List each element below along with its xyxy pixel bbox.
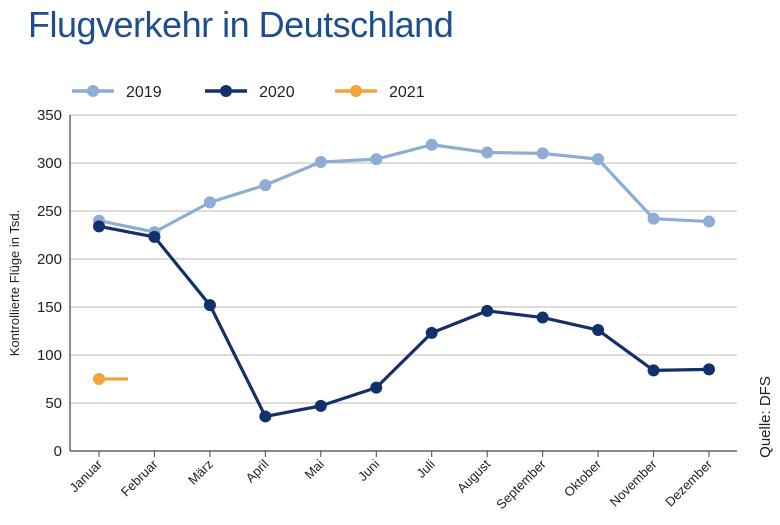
gridlines xyxy=(69,114,737,452)
data-point-2019 xyxy=(536,147,549,160)
y-tick-label: 350 xyxy=(37,107,62,124)
x-tick-label: Januar xyxy=(66,456,105,495)
x-axis-ticks: Januar Februar März April Mai Juni Juli August S… xyxy=(66,451,716,512)
y-tick-label: 200 xyxy=(37,251,62,268)
y-tick-label: 250 xyxy=(37,203,62,220)
x-tick-label: März xyxy=(185,457,216,488)
data-point-2020 xyxy=(425,326,438,339)
x-tick-label: Februar xyxy=(118,456,161,499)
series-line-2019 xyxy=(98,143,710,234)
legend-item-2021: 2021 xyxy=(335,84,425,101)
data-point-2019 xyxy=(481,146,494,159)
x-tick-label: August xyxy=(454,456,493,495)
x-tick-label: November xyxy=(607,456,660,509)
x-tick-label: Dezember xyxy=(662,456,715,509)
source-label: Quelle: DFS xyxy=(757,376,774,458)
data-point-2020 xyxy=(148,230,161,243)
x-tick-label: April xyxy=(242,456,271,485)
series-line-2020 xyxy=(98,224,710,419)
y-tick-label: 300 xyxy=(37,155,62,172)
y-tick-label: 0 xyxy=(54,443,62,460)
x-tick-label: Oktober xyxy=(561,456,605,500)
y-tick-label: 50 xyxy=(45,395,62,412)
data-point-2021 xyxy=(93,373,105,385)
data-point-2019 xyxy=(647,212,660,225)
x-tick-label: Juli xyxy=(413,456,437,480)
series-lines xyxy=(93,138,715,423)
legend-swatch-marker xyxy=(87,85,99,97)
y-axis-ticks: 0 50 100 150 200 250 300 350 xyxy=(37,107,62,460)
legend-swatch-marker xyxy=(350,85,362,97)
data-point-2020 xyxy=(93,220,105,233)
data-point-2020 xyxy=(259,410,272,423)
x-tick-label: September xyxy=(493,456,549,512)
data-point-2020 xyxy=(592,324,605,337)
data-point-2020 xyxy=(481,304,494,317)
x-tick-label: Mai xyxy=(302,456,327,481)
data-point-2020 xyxy=(203,299,216,312)
series-2020 xyxy=(93,220,715,423)
data-point-2019 xyxy=(203,196,216,209)
y-axis-label: Kontrollierte Flüge in Tsd. xyxy=(7,210,22,356)
data-point-2020 xyxy=(536,311,549,324)
legend-label: 2020 xyxy=(259,84,295,101)
data-point-2019 xyxy=(314,156,327,169)
data-point-2020 xyxy=(370,381,383,394)
data-point-2020 xyxy=(703,363,715,376)
legend-label: 2019 xyxy=(126,84,162,101)
chart-title: Flugverkehr in Deutschland xyxy=(28,4,454,45)
data-point-2019 xyxy=(592,153,605,166)
data-point-2019 xyxy=(425,138,438,151)
legend: 2019 2020 2021 xyxy=(72,84,425,101)
data-point-2020 xyxy=(647,364,660,377)
series-2021 xyxy=(93,373,128,385)
data-point-2019 xyxy=(259,179,272,192)
legend-item-2020: 2020 xyxy=(205,84,295,101)
y-tick-label: 100 xyxy=(37,347,62,364)
data-point-2019 xyxy=(703,215,715,228)
legend-label: 2021 xyxy=(389,84,425,101)
legend-item-2019: 2019 xyxy=(72,84,162,101)
series-2019 xyxy=(93,138,715,239)
y-tick-label: 150 xyxy=(37,299,62,316)
data-point-2020 xyxy=(314,399,327,412)
x-tick-label: Juni xyxy=(355,456,383,484)
data-point-2019 xyxy=(370,153,383,166)
legend-swatch-marker xyxy=(220,85,232,97)
